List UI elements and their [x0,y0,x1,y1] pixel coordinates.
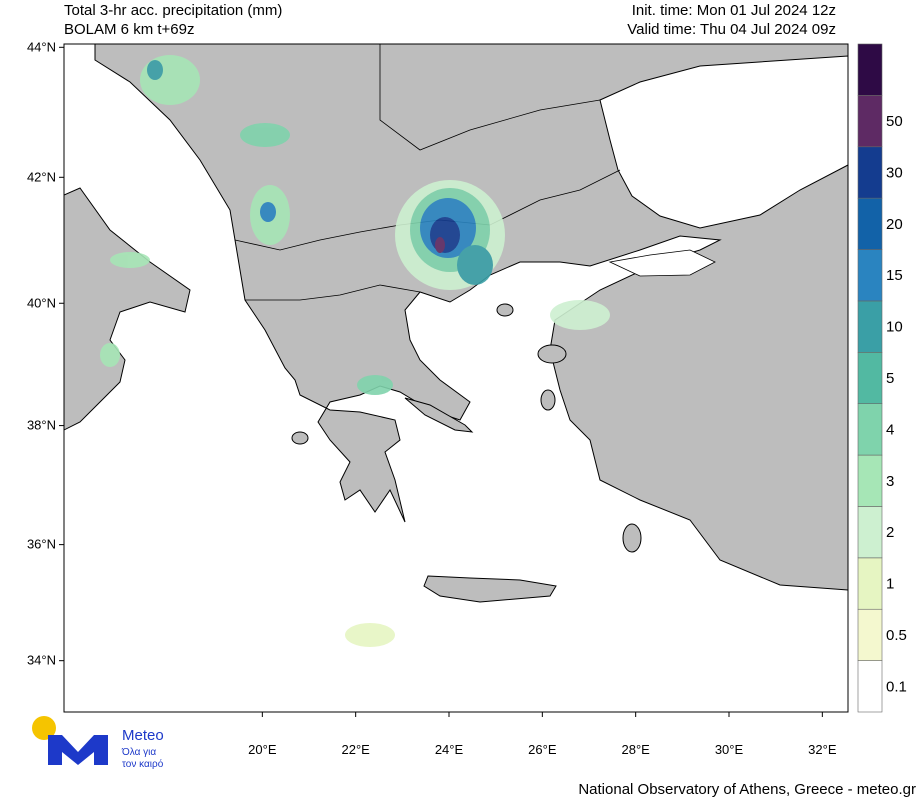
colorbar-label: 2 [886,524,894,541]
colorbar-label: 3 [886,473,894,490]
colorbar-box [857,557,883,610]
valid-time: Valid time: Thu 04 Jul 2024 09z [627,21,836,38]
precipitation [100,55,610,647]
lat-tick-label: 40°N [27,295,56,310]
logo-mark [48,735,108,765]
lat-tick-label: 44°N [27,39,56,54]
euboea [404,397,474,433]
colorbar-box [857,454,883,507]
logo-tagline: τον καιρό [122,758,164,770]
colorbar-label: 15 [886,267,903,284]
colorbar-box [857,197,883,250]
colorbar-label: 20 [886,216,903,233]
footer: National Observatory of Athens, Greece -… [578,781,916,798]
colorbar-label: 50 [886,113,903,130]
subtitle: BOLAM 6 km t+69z [64,21,194,38]
chios [540,389,556,411]
rhodes [622,523,642,553]
title: Total 3-hr acc. precipitation (mm) [64,2,282,19]
lon-tick-label: 20°E [248,742,277,757]
borders [245,284,421,301]
colorbar-box [857,506,883,559]
colorbar-box [857,95,883,148]
crete [423,575,557,603]
colorbar-box [857,660,883,713]
marmara [608,249,716,277]
colorbar-box [857,146,883,199]
lat-tick-label: 42°N [27,169,56,184]
borders [379,44,601,151]
logo: Meteo Όλα για τον καιρό [32,716,164,770]
lon-tick-label: 24°E [435,742,464,757]
logo-tagline: Όλα για [121,747,156,758]
colorbar-box [857,403,883,456]
init-time: Init. time: Mon 01 Jul 2024 12z [632,2,836,19]
colorbar-box [857,300,883,353]
logo-sun [32,716,56,740]
kefalonia [291,431,309,445]
colorbar-label: 0.1 [886,678,907,695]
map-frame [63,43,849,713]
lon-tick-label: 28°E [621,742,650,757]
lemnos [496,303,514,317]
lat-tick-label: 34°N [27,653,56,668]
lat-tick-label: 36°N [27,537,56,552]
colorbar-label: 1 [886,576,894,593]
italy [64,187,191,431]
lon-tick-label: 30°E [715,742,744,757]
colorbar-box [857,608,883,661]
colorbar-label: 10 [886,319,903,336]
colorbar-box [857,352,883,404]
lat-tick-label: 38°N [27,418,56,433]
colorbar-label: 0.5 [886,627,907,644]
colorbar-box [857,249,883,302]
lon-tick-label: 22°E [341,742,370,757]
black-sea [599,55,848,229]
colorbar-label: 5 [886,370,894,387]
colorbar-box [857,43,883,96]
colorbar-label: 4 [886,421,894,438]
logo-name: Meteo [122,727,164,744]
lon-tick-label: 32°E [808,742,837,757]
colorbar-label: 30 [886,164,903,181]
map-area [64,44,848,712]
lesvos [537,344,567,364]
lon-tick-label: 26°E [528,742,557,757]
